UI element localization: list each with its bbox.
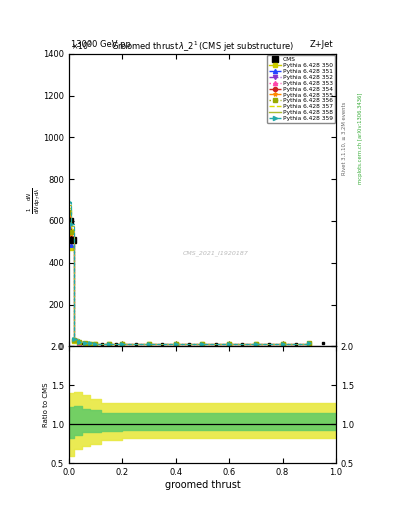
Y-axis label: Ratio to CMS: Ratio to CMS xyxy=(43,382,50,427)
Text: Z+Jet: Z+Jet xyxy=(310,40,333,49)
Y-axis label: $\frac{1}{\mathrm{d}N}\frac{\mathrm{d}N}{\mathrm{d}p_T\,\mathrm{d}\lambda}$: $\frac{1}{\mathrm{d}N}\frac{\mathrm{d}N}… xyxy=(25,186,42,214)
Text: CMS_2021_I1920187: CMS_2021_I1920187 xyxy=(183,250,249,255)
Title: Groomed thrust$\,\lambda\_2^1\,$(CMS jet substructure): Groomed thrust$\,\lambda\_2^1\,$(CMS jet… xyxy=(111,39,294,54)
Text: mcplots.cern.ch [arXiv:1306.3436]: mcplots.cern.ch [arXiv:1306.3436] xyxy=(358,93,363,184)
Text: Rivet 3.1.10, ≥ 3.2M events: Rivet 3.1.10, ≥ 3.2M events xyxy=(342,101,347,175)
X-axis label: groomed thrust: groomed thrust xyxy=(165,480,240,490)
Legend: CMS, Pythia 6.428 350, Pythia 6.428 351, Pythia 6.428 352, Pythia 6.428 353, Pyt: CMS, Pythia 6.428 350, Pythia 6.428 351,… xyxy=(267,55,335,123)
Text: 13000 GeV pp: 13000 GeV pp xyxy=(72,40,131,49)
Text: $\times10^2$: $\times10^2$ xyxy=(72,40,92,52)
